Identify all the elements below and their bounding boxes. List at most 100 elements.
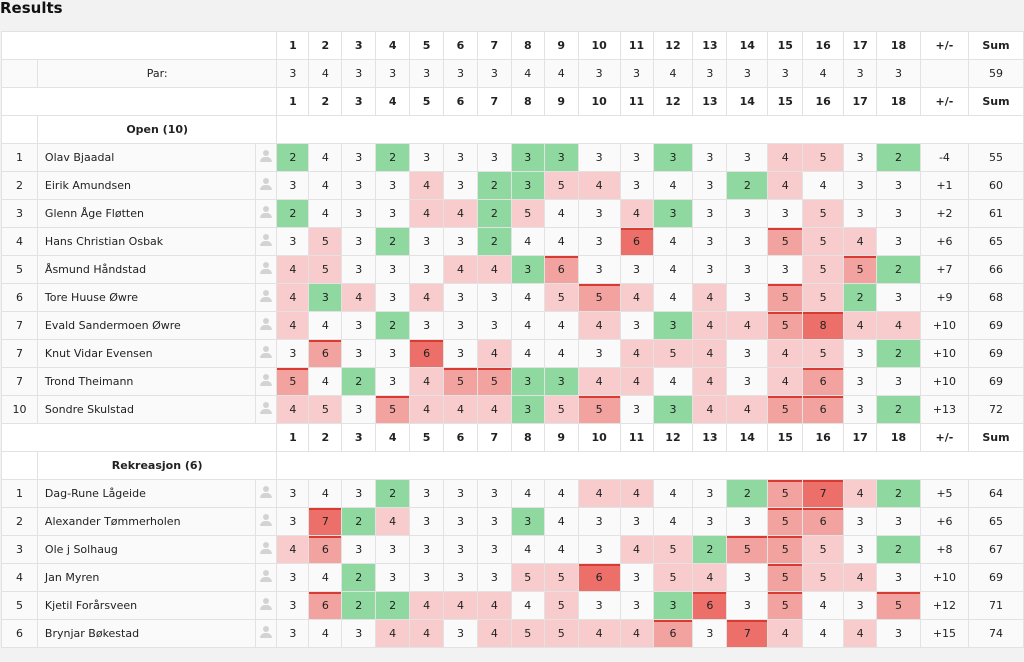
player-icon-cell [255, 535, 278, 564]
player-sum: 60 [967, 171, 1024, 200]
user-icon[interactable] [260, 374, 273, 386]
hole-number-10: 10 [577, 31, 621, 60]
user-icon[interactable] [260, 514, 273, 526]
hole-number-13: 13 [692, 87, 728, 116]
hole-number-14: 14 [726, 31, 769, 60]
hole-number-1: 1 [276, 423, 310, 452]
player-name: Jan Myren [36, 563, 257, 592]
hole-score: 4 [510, 535, 545, 564]
user-icon[interactable] [260, 402, 273, 414]
hole-score: 3 [543, 367, 579, 396]
hole-score: 4 [476, 339, 512, 368]
user-icon[interactable] [260, 570, 273, 582]
hole-score: 4 [767, 171, 804, 200]
hole-score: 4 [510, 283, 545, 312]
user-icon[interactable] [260, 262, 273, 274]
hole-score: 4 [443, 591, 478, 620]
hole-number-18: 18 [876, 423, 921, 452]
hole-score: 3 [409, 143, 445, 172]
hole-number-4: 4 [375, 31, 411, 60]
player-row[interactable]: 7 Knut Vidar Evensen 3 6 3 3 6 3 4 4 4 3 4 5 4 3 4 5 3 2 +10… [1, 339, 1024, 368]
user-icon[interactable] [260, 346, 273, 358]
user-icon[interactable] [260, 178, 273, 190]
hole-score: 3 [726, 199, 769, 228]
hole-score: 4 [276, 535, 310, 564]
player-plusminus: -4 [919, 143, 969, 172]
par-plusminus [919, 59, 969, 88]
hole-score: 3 [510, 367, 545, 396]
player-row[interactable]: 2 Alexander Tømmerholen 3 7 2 4 3 3 3 3 4 3 3 4 3 3 5 6 3 3… [1, 507, 1024, 536]
hole-score: 3 [843, 535, 878, 564]
player-row[interactable]: 4 Jan Myren 3 4 2 3 3 3 3 5 5 6 3 5 4 3 5 5 4 3 +10 69 [1, 563, 1024, 592]
player-icon-cell [255, 619, 278, 648]
results-body: 1 2 3 4 5 6 7 8 9 10 11 12 13 14 15 16 17 18 +/- Sum Par: 3 4 3… [0, 31, 1024, 648]
user-icon[interactable] [260, 150, 273, 162]
player-row[interactable]: 2 Eirik Amundsen 3 4 3 3 4 3 2 3 5 4 3 4 3 2 4 4 3 3 +1 60 [1, 171, 1024, 200]
hole-score: 3 [341, 395, 377, 424]
player-row[interactable]: 4 Hans Christian Osbak 3 5 3 2 3 3 2 4 4 3 6 4 3 3 5 5 4 3 +… [1, 227, 1024, 256]
hole-score: 3 [652, 591, 694, 620]
user-icon[interactable] [260, 234, 273, 246]
hole-score: 5 [726, 535, 769, 564]
section-label: Open (10) [36, 115, 278, 144]
user-icon[interactable] [260, 290, 273, 302]
user-icon[interactable] [260, 206, 273, 218]
user-icon[interactable] [260, 626, 273, 638]
player-plusminus: +5 [919, 479, 969, 508]
par-hole-3: 3 [341, 59, 377, 88]
hole-score: 4 [308, 367, 343, 396]
hole-number-16: 16 [802, 423, 845, 452]
hole-score: 4 [577, 367, 621, 396]
hole-score: 5 [375, 395, 411, 424]
hole-score: 6 [692, 591, 728, 620]
player-row[interactable]: 3 Ole j Solhaug 4 6 3 3 3 3 3 4 4 3 4 5 2 5 5 5 3 2 +8 67 [1, 535, 1024, 564]
player-row[interactable]: 5 Åsmund Håndstad 4 5 3 3 3 4 4 3 6 3 3 4 3 3 3 5 5 2 +7 66 [1, 255, 1024, 284]
player-row[interactable]: 6 Tore Huuse Øwre 4 3 4 3 4 3 3 4 5 5 4 4 4 3 5 5 2 3 +9 68 [1, 283, 1024, 312]
player-row[interactable]: 10 Sondre Skulstad 4 5 3 5 4 4 4 3 5 5 3 3 4 4 5 6 3 2 +13 72 [1, 395, 1024, 424]
hole-score: 3 [843, 367, 878, 396]
hole-score: 4 [341, 283, 377, 312]
player-row[interactable]: 7 Trond Theimann 5 4 2 3 4 5 5 3 3 4 4 4 4 3 4 6 3 3 +10 69 [1, 367, 1024, 396]
hole-score: 5 [767, 311, 804, 340]
hole-score: 2 [726, 479, 769, 508]
hole-score: 3 [843, 143, 878, 172]
hole-score: 2 [341, 507, 377, 536]
player-row[interactable]: 1 Olav Bjaadal 2 4 3 2 3 3 3 3 3 3 3 3 3 3 4 5 3 2 -4 55 [1, 143, 1024, 172]
hole-number-15: 15 [767, 31, 804, 60]
hole-score: 3 [726, 283, 769, 312]
hole-score: 3 [476, 283, 512, 312]
hole-score: 3 [375, 339, 411, 368]
hole-number-4: 4 [375, 423, 411, 452]
user-icon[interactable] [260, 486, 273, 498]
user-icon[interactable] [260, 598, 273, 610]
sum-header: Sum [967, 31, 1024, 60]
user-icon[interactable] [260, 542, 273, 554]
player-sum: 74 [967, 619, 1024, 648]
hole-score: 3 [692, 479, 728, 508]
player-plusminus: +15 [919, 619, 969, 648]
section-header-row: Rekreasjon (6) [1, 451, 1024, 480]
player-row[interactable]: 5 Kjetil Forårsveen 3 6 2 2 4 4 4 4 5 3 3 3 6 3 5 4 3 5 +12 7… [1, 591, 1024, 620]
par-hole-8: 4 [510, 59, 545, 88]
hole-number-17: 17 [843, 87, 878, 116]
hole-score: 3 [375, 255, 411, 284]
holes-header-row: 1 2 3 4 5 6 7 8 9 10 11 12 13 14 15 16 17 18 +/- Sum [0, 87, 1024, 116]
par-sum: 59 [967, 59, 1024, 88]
hole-score: 3 [443, 507, 478, 536]
player-plusminus: +10 [919, 339, 969, 368]
player-row[interactable]: 1 Dag-Rune Lågeide 3 4 3 2 3 3 3 4 4 4 4 4 3 2 5 7 4 2 +5 64 [1, 479, 1024, 508]
player-row[interactable]: 6 Brynjar Bøkestad 3 4 3 4 4 3 4 5 5 4 4 6 3 7 4 4 4 3 +15 74 [1, 619, 1024, 648]
player-rank: 7 [1, 311, 38, 340]
hole-score: 2 [726, 171, 769, 200]
hole-score: 3 [443, 227, 478, 256]
hole-score: 4 [409, 199, 445, 228]
user-icon[interactable] [260, 318, 273, 330]
hole-score: 2 [876, 535, 921, 564]
hole-score: 4 [308, 311, 343, 340]
player-row[interactable]: 7 Evald Sandermoen Øwre 4 4 3 2 3 3 3 4 4 4 3 3 4 4 5 8 4 4… [1, 311, 1024, 340]
player-sum: 69 [967, 311, 1024, 340]
player-row[interactable]: 3 Glenn Åge Fløtten 2 4 3 3 4 4 2 5 4 3 4 3 3 3 3 5 3 3 +2 61 [1, 199, 1024, 228]
hole-score: 4 [510, 311, 545, 340]
hole-score: 4 [802, 591, 845, 620]
hole-score: 3 [876, 171, 921, 200]
